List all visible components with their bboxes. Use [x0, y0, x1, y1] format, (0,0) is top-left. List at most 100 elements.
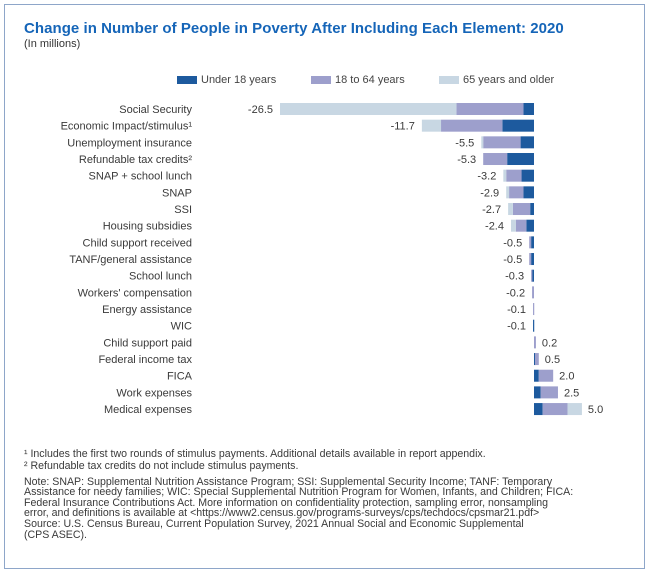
value-label: -0.5 — [503, 237, 522, 249]
bar-segment-under-18 — [533, 319, 535, 332]
footnote-2: ² Refundable tax credits do not include … — [24, 460, 299, 472]
bar-row: Housing subsidies -2.4 — [103, 219, 534, 233]
bar-segment-under-18 — [523, 186, 534, 199]
bar-segment-65-and-older — [421, 119, 442, 132]
value-label: -2.4 — [485, 221, 504, 233]
bar-row: SNAP + school lunch -3.2 — [89, 169, 534, 183]
category-label: FICA — [167, 371, 193, 383]
category-label: Housing subsidies — [103, 221, 193, 233]
value-label: 2.5 — [564, 387, 579, 399]
value-label: -2.7 — [482, 204, 501, 216]
bar-row: Child support received -0.5 — [83, 236, 534, 249]
category-label: Federal income tax — [98, 354, 192, 366]
source-line: (CPS ASEC). — [24, 529, 87, 542]
category-label: Work expenses — [116, 387, 192, 399]
bar-segment-18-to-64 — [532, 286, 534, 299]
bar-row: Child support paid 0.2 — [103, 336, 557, 349]
source: Source: U.S. Census Bureau, Current Popu… — [24, 518, 524, 542]
bar-segment-under-18 — [507, 153, 534, 166]
chart-subtitle: (In millions) — [24, 38, 81, 50]
source-line: Source: U.S. Census Bureau, Current Popu… — [24, 518, 524, 530]
legend-item-65-and-older: 65 years and older — [439, 74, 554, 86]
bar-segment-under-18 — [502, 119, 534, 132]
bar-segment-65-and-older — [280, 103, 457, 115]
bar-segment-under-18 — [531, 236, 534, 249]
legend-label: Under 18 years — [201, 74, 277, 86]
value-label: -11.7 — [391, 121, 415, 133]
bar-segment-18-to-64 — [483, 153, 508, 166]
bar-segment-under-18 — [526, 219, 534, 232]
bar-segment-18-to-64 — [538, 369, 554, 382]
bar-segment-18-to-64 — [441, 119, 503, 132]
value-label: -0.2 — [506, 287, 525, 299]
bar-segment-under-18 — [534, 403, 543, 416]
value-label: -3.2 — [477, 171, 496, 183]
legend-swatch-65-and-older — [439, 76, 459, 84]
category-label: Social Security — [119, 104, 192, 116]
legend-item-under-18: Under 18 years — [177, 74, 276, 86]
bar-segment-65-and-older — [506, 186, 510, 199]
category-label: Refundable tax credits² — [79, 154, 192, 166]
bar-segment-18-to-64 — [533, 303, 535, 316]
footnote-1: ¹ Includes the first two rounds of stimu… — [24, 448, 486, 460]
bar-segment-under-18 — [531, 253, 534, 266]
value-label: -0.1 — [507, 321, 526, 333]
value-label: -26.5 — [248, 104, 273, 116]
bar-row: Energy assistance -0.1 — [102, 303, 535, 316]
bar-segment-18-to-64 — [456, 103, 524, 115]
value-label: 2.0 — [559, 371, 574, 383]
bar-segment-under-18 — [520, 136, 534, 149]
bar-row: Economic Impact/stimulus¹ -11.7 — [61, 119, 534, 133]
bar-segment-18-to-64 — [534, 353, 539, 366]
value-label: -5.3 — [457, 154, 476, 166]
bar-segment-under-18 — [534, 386, 541, 399]
note: Note: SNAP: Supplemental Nutrition Assis… — [24, 476, 574, 519]
bar-row: TANF/general assistance -0.5 — [69, 253, 534, 266]
bar-segment-18-to-64 — [509, 186, 524, 199]
legend-swatch-under-18 — [177, 76, 197, 84]
bar-segment-under-18 — [532, 269, 534, 282]
bar-row: School lunch -0.3 — [129, 269, 534, 283]
value-label: -2.9 — [480, 187, 499, 199]
category-label: Unemployment insurance — [67, 137, 192, 149]
note-line: error, and definitions is available at <… — [24, 506, 540, 519]
legend-item-18-to-64: 18 to 64 years — [311, 74, 405, 86]
category-label: SSI — [174, 204, 192, 216]
value-label: -5.5 — [455, 137, 474, 149]
bar-segment-18-to-64 — [515, 219, 527, 232]
value-label: -0.5 — [503, 254, 522, 266]
bar-segment-65-and-older — [511, 219, 516, 232]
bar-segment-under-18 — [534, 353, 536, 366]
category-label: Energy assistance — [102, 304, 192, 316]
bar-row: Refundable tax credits² -5.3 — [79, 153, 534, 166]
value-label: 0.5 — [545, 354, 560, 366]
chart-title: Change in Number of People in Poverty Af… — [24, 20, 564, 37]
value-label: -0.3 — [505, 271, 524, 283]
category-label: Economic Impact/stimulus¹ — [61, 121, 193, 133]
category-label: Child support received — [83, 237, 192, 249]
bar-segment-65-and-older — [508, 203, 513, 216]
legend-label: 65 years and older — [463, 74, 555, 86]
value-label: 5.0 — [588, 404, 603, 416]
figure-frame — [4, 4, 645, 569]
category-label: SNAP — [162, 187, 192, 199]
category-label: TANF/general assistance — [69, 254, 192, 266]
bar-row: FICA 2.0 — [167, 369, 574, 383]
bar-segment-65-and-older — [503, 169, 507, 182]
bar-segment-18-to-64 — [542, 403, 568, 416]
category-label: School lunch — [129, 271, 192, 283]
bar-segment-18-to-64 — [531, 269, 533, 282]
bar-segment-18-to-64 — [506, 169, 522, 182]
note-line: Note: SNAP: Supplemental Nutrition Assis… — [24, 476, 553, 488]
bar-segment-under-18 — [523, 103, 534, 115]
bar-segment-18-to-64 — [529, 253, 532, 266]
value-label: -0.1 — [507, 304, 526, 316]
category-label: Child support paid — [103, 337, 192, 349]
bar-row: WIC -0.1 — [171, 319, 535, 333]
note-line: Federal Insurance Contributions Act. Mor… — [24, 496, 549, 509]
bar-row: Medical expenses 5.0 — [104, 403, 603, 416]
note-line: Assistance for needy families; WIC: Spec… — [24, 486, 574, 499]
bar-segment-under-18 — [521, 169, 534, 182]
bar-segment-18-to-64 — [512, 203, 531, 216]
